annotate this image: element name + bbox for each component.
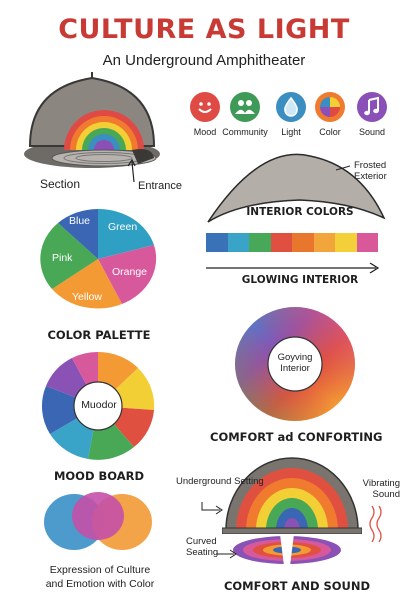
expression-venn (44, 492, 152, 550)
mood-board-donut (41, 351, 155, 460)
glowing-interior-heading: GLOWING INTERIOR (241, 274, 359, 286)
slice-label-orange: Orange (112, 266, 148, 278)
icon-label-community: Community (222, 127, 268, 137)
icon-label-mood: Mood (193, 127, 217, 137)
color-swatch (335, 233, 357, 252)
wheel-center-label: Goyving Interior (277, 352, 313, 374)
icon-label-color: Color (319, 127, 341, 137)
glowing-interior-wheel (235, 307, 355, 421)
curved-seating-label: Curved Seating (186, 536, 219, 558)
color-swatch (206, 233, 228, 252)
color-swatch (249, 233, 271, 252)
comfort-conforting-heading: COMFORT ad CONFORTING (210, 430, 383, 444)
entrance-arrow (127, 158, 136, 183)
mood-board-heading: MOOD BOARD (53, 469, 145, 483)
sound-amphitheater-illustration (222, 457, 362, 534)
comfort-and-sound-heading: COMFORT AND SOUND (223, 579, 371, 593)
color-swatch (292, 233, 314, 252)
vibrating-sound-label: Vibrating Sound (362, 478, 400, 500)
expression-caption-line2: and Emotion with Color (45, 578, 155, 590)
icon-label-sound: Sound (358, 127, 386, 137)
slice-label-green: Green (108, 221, 138, 233)
icon-label-light: Light (281, 127, 301, 137)
slice-label-pink: Pink (52, 252, 73, 264)
color-swatch (313, 233, 335, 252)
slice-label-blue: Blue (69, 215, 91, 227)
curved-seating-arrow (216, 549, 237, 559)
underground-arrow (201, 502, 223, 515)
curved-seating-illustration (233, 534, 341, 566)
color-swatch (270, 233, 292, 252)
glowing-arrow (206, 262, 380, 274)
interior-colors-heading: INTERIOR COLORS (246, 206, 354, 218)
underground-setting-text: Underground Setting (176, 476, 264, 487)
section-dome-illustration (24, 72, 160, 168)
color-palette-heading: COLOR PALETTE (47, 328, 151, 342)
page-title: CULTURE AS LIGHT (58, 14, 350, 45)
vibration-waves-icon (369, 505, 382, 543)
slice-label-yellow: Yellow (72, 291, 102, 303)
color-swatch (227, 233, 249, 252)
drop-icon (276, 92, 306, 122)
page-subtitle: An Underground Amphitheater (102, 52, 306, 69)
mood-board-center-label: Muodor (81, 399, 117, 411)
frosted-exterior-illustration (207, 153, 386, 223)
expression-caption-line1: Expression of Culture (49, 564, 151, 576)
smile-icon (190, 92, 220, 122)
section-label: Section (40, 177, 81, 191)
underground-setting-label: Underground Setting (176, 476, 264, 487)
entrance-label: Entrance (138, 180, 183, 192)
music-note-icon (357, 92, 387, 122)
people-icon (230, 92, 260, 122)
frosted-exterior-label: Frosted Exterior (354, 160, 387, 182)
color-wheel-icon (315, 92, 345, 122)
color-swatch (356, 233, 378, 252)
color-palette-pie (40, 208, 157, 309)
